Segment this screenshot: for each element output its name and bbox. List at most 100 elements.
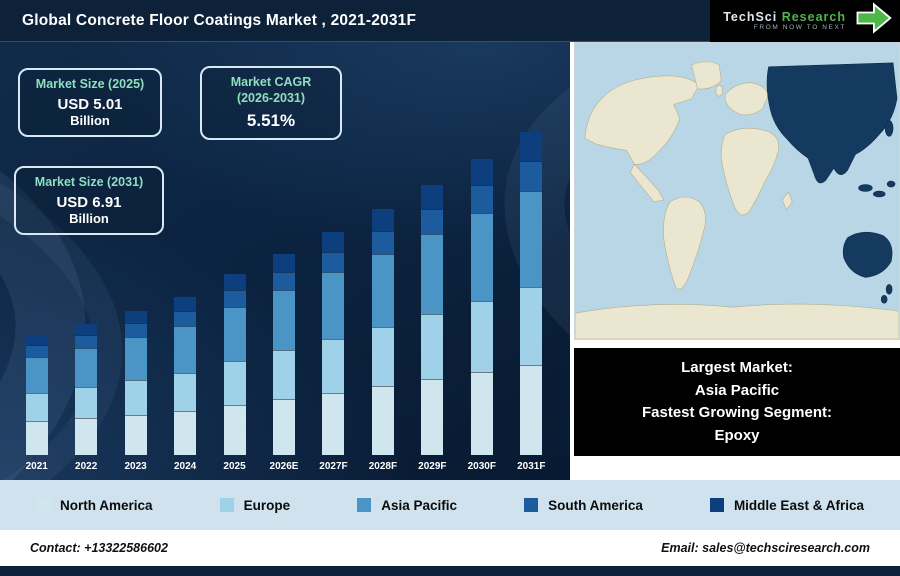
segment-europe (25, 392, 48, 422)
segment-south-america (421, 208, 444, 234)
segment-asia-pacific (75, 347, 98, 388)
segment-south-america (174, 310, 197, 326)
segment-north-america (371, 386, 394, 455)
segment-middle-east-africa (371, 209, 394, 231)
legend-item-asia-pacific: Asia Pacific (357, 498, 457, 513)
bar-2027F: 2027F (309, 132, 358, 472)
legend-swatch (36, 498, 50, 512)
legend-item-middle-east-africa: Middle East & Africa (709, 497, 864, 513)
segment-europe (124, 380, 147, 415)
segment-north-america (124, 414, 147, 456)
segment-south-america (470, 185, 493, 213)
segment-europe (174, 372, 197, 411)
legend-label: Europe (243, 497, 291, 513)
x-axis-label: 2028F (368, 461, 398, 472)
segment-europe (75, 387, 98, 419)
segment-middle-east-africa (75, 324, 98, 336)
legend-label: Asia Pacific (381, 497, 457, 513)
bar-stack (371, 209, 394, 455)
chart-area: Market Size (2025) USD 5.01 Billion Mark… (0, 42, 570, 480)
segment-asia-pacific (421, 233, 444, 315)
segment-middle-east-africa (25, 335, 48, 346)
segment-north-america (75, 418, 98, 456)
market-cagr-box: Market CAGR (2026-2031) 5.51% (200, 66, 342, 141)
segment-europe (421, 314, 444, 380)
x-axis-label: 2029F (418, 461, 447, 472)
segment-south-america (272, 271, 295, 291)
stacked-bar-chart: 2021 2022 2023 2024 2025 2026E 2027F 2028F 2029F… (12, 132, 556, 472)
segment-middle-east-africa (223, 274, 246, 291)
segment-north-america (520, 364, 543, 455)
x-axis-label: 2030F (467, 461, 496, 472)
segment-asia-pacific (272, 290, 295, 351)
segment-north-america (470, 372, 493, 455)
x-axis-label: 2023 (124, 461, 147, 472)
x-axis-label: 2022 (75, 461, 98, 472)
segment-asia-pacific (174, 325, 197, 373)
legend-swatch (357, 498, 372, 512)
x-axis-label: 2026E (269, 461, 299, 472)
segment-asia-pacific (322, 272, 345, 339)
segment-asia-pacific (371, 253, 394, 328)
bar-2029F: 2029F (408, 132, 457, 472)
segment-south-america (223, 290, 246, 308)
x-axis-label: 2031F (517, 461, 546, 472)
bar-2022: 2022 (61, 132, 110, 472)
segment-south-america (371, 230, 394, 254)
segment-middle-east-africa (520, 132, 543, 162)
segment-south-america (124, 323, 147, 338)
legend-swatch (709, 498, 724, 512)
segment-middle-east-africa (174, 297, 197, 311)
info-box-label: Market Size (2025) (35, 77, 145, 91)
largest-market-value: Asia Pacific (694, 381, 780, 399)
fastest-segment-value: Epoxy (714, 426, 760, 444)
segment-north-america (174, 410, 197, 456)
segment-europe (322, 338, 345, 393)
right-panel: Largest Market: Asia Pacific Fastest Gro… (570, 42, 900, 480)
segment-middle-east-africa (322, 232, 345, 252)
segment-south-america (75, 335, 98, 348)
bar-stack (124, 311, 147, 456)
segment-north-america (25, 421, 48, 455)
bottom-bar (0, 566, 900, 576)
info-box-value: 5.51% (246, 111, 296, 131)
bar-stack (272, 254, 295, 455)
largest-market-label: Largest Market: (681, 359, 793, 376)
logo-brand-primary: TechSci (723, 9, 778, 24)
header: Global Concrete Floor Coatings Market , … (0, 0, 900, 42)
bar-2031F: 2031F (507, 132, 556, 472)
legend-item-south-america: South America (524, 498, 643, 513)
x-axis-label: 2024 (173, 461, 197, 472)
segment-north-america (272, 398, 295, 455)
segment-europe (520, 287, 543, 365)
bar-2023: 2023 (111, 132, 160, 472)
logo-brand-secondary: Research (781, 9, 846, 24)
legend-label: Middle East & Africa (733, 497, 864, 513)
segment-middle-east-africa (470, 159, 493, 186)
main-content: Market Size (2025) USD 5.01 Billion Mark… (0, 42, 900, 480)
x-axis-label: 2021 (25, 461, 48, 472)
bar-stack (174, 297, 197, 456)
arrow-icon (852, 0, 894, 43)
bar-2030F: 2030F (457, 132, 506, 472)
world-map (574, 42, 900, 340)
x-axis-label: 2027F (319, 461, 348, 472)
chart-legend: North America Europe Asia Pacific South Ame… (0, 480, 900, 530)
footer: Contact: +13322586602 Email: sales@techs… (0, 530, 900, 566)
segment-asia-pacific (25, 356, 48, 393)
logo-tagline: from NOW to NEXT (753, 23, 846, 31)
segment-north-america (223, 404, 246, 455)
legend-item-north-america: North America (36, 498, 153, 513)
segment-south-america (520, 161, 543, 191)
legend-label: North America (60, 497, 153, 513)
bar-stack (421, 185, 444, 455)
bar-stack (470, 159, 493, 455)
segment-south-america (25, 345, 48, 357)
segment-north-america (322, 392, 345, 455)
segment-europe (371, 327, 394, 387)
info-box-unit: Billion (70, 112, 110, 128)
techsci-logo: TechSci Research from NOW to NEXT (710, 0, 900, 42)
bar-2021: 2021 (12, 132, 61, 472)
contact-phone: Contact: +13322586602 (30, 541, 168, 555)
bar-stack (520, 132, 543, 455)
